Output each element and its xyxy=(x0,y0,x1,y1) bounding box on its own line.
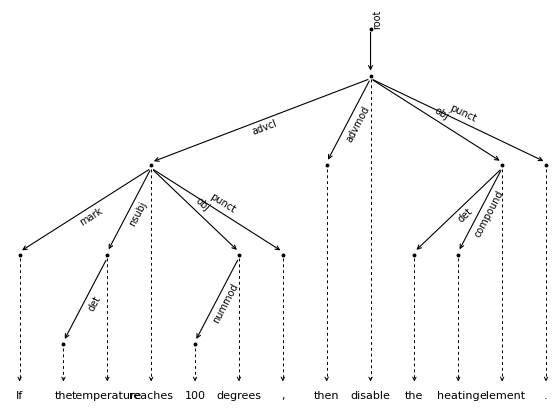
Text: compound: compound xyxy=(473,189,506,239)
Text: the: the xyxy=(54,391,73,401)
Text: .: . xyxy=(544,391,548,401)
Text: obj: obj xyxy=(193,196,211,213)
Text: root: root xyxy=(372,9,382,29)
Text: 100: 100 xyxy=(185,391,206,401)
Text: degrees: degrees xyxy=(216,391,262,401)
Text: advcl: advcl xyxy=(250,118,278,137)
Text: det: det xyxy=(456,206,474,225)
Text: the: the xyxy=(405,391,423,401)
Text: heating: heating xyxy=(437,391,479,401)
Text: advmod: advmod xyxy=(344,104,371,144)
Text: reaches: reaches xyxy=(129,391,173,401)
Text: nummod: nummod xyxy=(211,281,240,325)
Text: If: If xyxy=(16,391,23,401)
Text: punct: punct xyxy=(448,103,477,124)
Text: ,: , xyxy=(281,391,284,401)
Text: then: then xyxy=(314,391,339,401)
Text: obj: obj xyxy=(433,106,451,122)
Text: punct: punct xyxy=(208,192,237,215)
Text: det: det xyxy=(86,294,102,312)
Text: element: element xyxy=(479,391,525,401)
Text: temperature: temperature xyxy=(72,391,142,401)
Text: mark: mark xyxy=(77,205,104,227)
Text: disable: disable xyxy=(351,391,390,401)
Text: nsubj: nsubj xyxy=(128,200,149,228)
